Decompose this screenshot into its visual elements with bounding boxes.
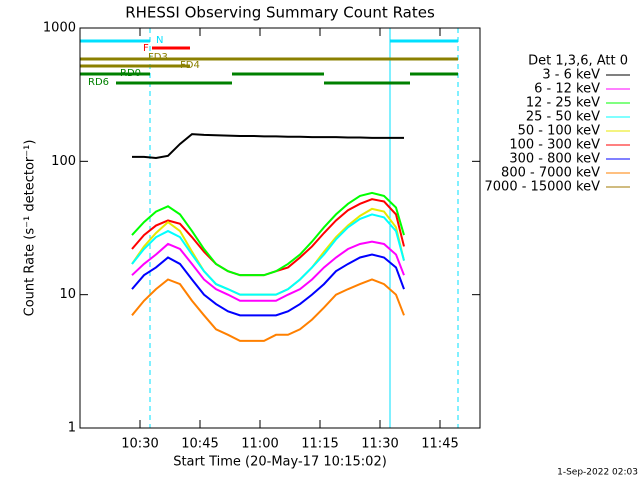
- state-label: RD0: [120, 68, 141, 79]
- y-tick-label: 10: [59, 287, 76, 302]
- state-label: FD4: [180, 60, 200, 71]
- x-tick-label: 10:30: [121, 437, 158, 452]
- legend-label: 800 - 7000 keV: [501, 166, 600, 181]
- y-tick-label: 1000: [43, 21, 76, 36]
- series-line: [132, 133, 404, 159]
- x-axis-label: Start Time (20-May-17 10:15:02): [173, 455, 387, 470]
- x-tick-label: 11:45: [421, 437, 458, 452]
- legend-label: 7000 - 15000 keV: [485, 180, 601, 195]
- series-line: [131, 240, 405, 302]
- state-label: F: [143, 43, 149, 54]
- legend-label: 6 - 12 keV: [534, 82, 600, 97]
- state-label: N: [156, 35, 163, 46]
- x-tick-label: 11:00: [241, 437, 278, 452]
- series-line: [131, 278, 405, 342]
- legend-label: 100 - 300 keV: [509, 138, 600, 153]
- series-line: [131, 191, 405, 277]
- series-line: [131, 213, 405, 296]
- x-tick-label: 10:45: [181, 437, 218, 452]
- x-tick-label: 11:30: [361, 437, 398, 452]
- plot-frame: [79, 27, 481, 429]
- legend-label: 3 - 6 keV: [542, 68, 600, 83]
- legend-label: 25 - 50 keV: [526, 110, 600, 125]
- y-tick-label: 1: [68, 421, 76, 436]
- legend-label: 12 - 25 keV: [526, 96, 600, 111]
- y-tick-label: 100: [51, 154, 76, 169]
- legend-label: 50 - 100 keV: [518, 124, 601, 139]
- legend-title: Det 1,3,6, Att 0: [528, 54, 628, 69]
- chart-title: RHESSI Observing Summary Count Rates: [125, 4, 435, 22]
- footer: 1-Sep-2022 02:03: [557, 468, 638, 478]
- legend-label: 300 - 800 keV: [509, 152, 600, 167]
- state-label: FD3: [148, 52, 168, 63]
- series-line: [131, 253, 405, 317]
- x-tick-label: 11:15: [301, 437, 338, 452]
- state-label: RD6: [88, 77, 109, 88]
- y-axis-label: Count Rate (s⁻¹ detector⁻¹): [23, 140, 38, 317]
